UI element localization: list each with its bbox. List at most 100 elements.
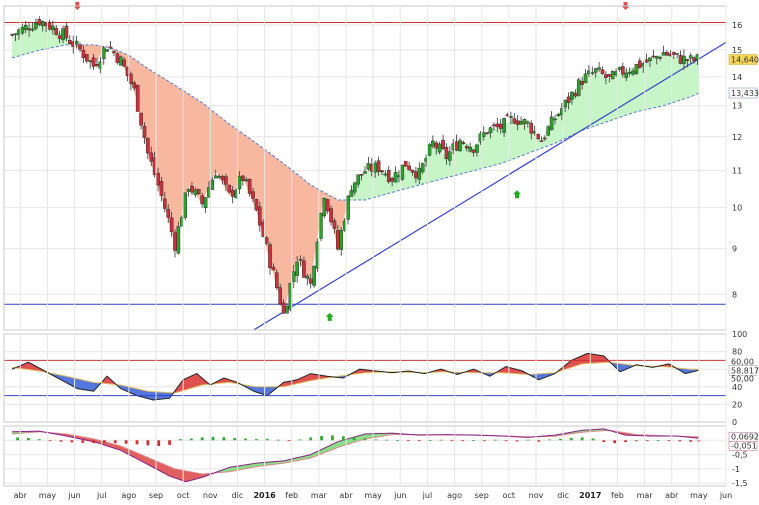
- macd-histogram-bar: [667, 440, 671, 442]
- candle-up: [627, 71, 632, 74]
- candle-down: [359, 174, 364, 176]
- macd-histogram-bar: [352, 437, 356, 441]
- x-tick-label: jun: [67, 491, 80, 500]
- candle-down: [403, 160, 408, 167]
- candle-down: [512, 118, 517, 124]
- candle-down: [380, 170, 384, 173]
- candle-down: [149, 152, 154, 162]
- candle-down: [251, 191, 255, 199]
- candle-up: [203, 197, 208, 208]
- candle-up: [393, 172, 398, 183]
- price-tick-label: 16: [732, 21, 742, 30]
- candle-down: [543, 137, 547, 140]
- candle-up: [176, 226, 181, 254]
- candle-up: [502, 118, 506, 133]
- candle-down: [196, 189, 201, 194]
- buy-signal-arrow: [513, 190, 521, 199]
- candle-down: [241, 175, 245, 182]
- candle-up: [34, 22, 38, 29]
- macd-histogram-bar: [624, 440, 627, 442]
- candle-up: [366, 163, 371, 170]
- x-tick-label: 2016: [253, 491, 276, 500]
- macd-histogram-bar: [276, 439, 280, 441]
- candle-down: [434, 142, 439, 149]
- candle-up: [688, 55, 693, 59]
- candle-down: [329, 208, 333, 223]
- candle-up: [556, 113, 561, 116]
- candle-up: [590, 72, 595, 74]
- candle-up: [546, 126, 551, 136]
- macd-histogram-bar: [135, 440, 139, 445]
- macd-histogram-bar: [233, 438, 237, 441]
- candle-up: [210, 179, 215, 190]
- candle-up: [458, 140, 462, 152]
- candle-down: [407, 165, 411, 171]
- macd-histogram-bar: [146, 440, 150, 446]
- macd-histogram-bar: [678, 440, 682, 442]
- candle-down: [108, 46, 113, 49]
- candle-down: [685, 59, 690, 62]
- candle-up: [624, 72, 629, 78]
- x-tick-label: sep: [149, 491, 163, 500]
- osc-fill-below: [482, 371, 498, 376]
- x-tick-label: mar: [311, 491, 328, 500]
- osc-fill-below: [529, 370, 559, 380]
- candle-down: [644, 59, 649, 63]
- macd-histogram-bar: [580, 437, 584, 441]
- candle-down: [461, 142, 466, 144]
- candle-down: [332, 220, 337, 229]
- macd-histogram-bar: [504, 440, 508, 442]
- price-tick-label: 11: [732, 167, 742, 176]
- macd-histogram-bar: [113, 440, 117, 444]
- candle-up: [237, 176, 242, 190]
- candle-up: [20, 26, 25, 34]
- candle-down: [129, 73, 133, 85]
- macd-histogram-bar: [179, 439, 182, 441]
- candle-up: [285, 305, 289, 314]
- x-tick-label: ago: [121, 491, 136, 500]
- price-tick-label: 9: [732, 245, 737, 254]
- candle-down: [651, 55, 656, 58]
- candle-up: [118, 56, 123, 66]
- candle-down: [607, 74, 612, 77]
- candle-up: [339, 229, 344, 250]
- macd-fill-above: [538, 428, 611, 437]
- candle-up: [312, 266, 316, 286]
- x-tick-label: mar: [637, 491, 654, 500]
- candle-down: [604, 74, 608, 78]
- osc-fill-below: [48, 372, 103, 392]
- candle-down: [115, 53, 120, 63]
- macd-signal-badge: [728, 441, 758, 451]
- candle-down: [166, 209, 171, 218]
- macd-histogram-bar: [211, 436, 215, 441]
- macd-histogram-bar: [569, 438, 573, 441]
- candle-up: [305, 275, 310, 279]
- candle-up: [437, 143, 442, 153]
- candle-up: [13, 33, 18, 36]
- candle-up: [610, 70, 615, 80]
- x-tick-label: sep: [475, 491, 489, 500]
- macd-histogram-bar: [526, 439, 530, 441]
- candle-up: [648, 57, 652, 62]
- x-tick-label: abr: [665, 491, 679, 500]
- macd-histogram-bar: [472, 440, 475, 441]
- macd-histogram-bar: [407, 440, 410, 442]
- macd-pane: -1,5-1-0,500,0692-0,051: [3, 425, 759, 488]
- candle-up: [475, 144, 479, 153]
- candle-up: [186, 189, 191, 192]
- candle-up: [417, 167, 422, 180]
- price-ma-fill-above: [107, 45, 112, 50]
- macd-histogram-bar: [450, 440, 454, 442]
- candle-down: [84, 54, 89, 62]
- candle-down: [515, 120, 520, 125]
- candle-down: [573, 93, 578, 97]
- macd-tick-label: -0,5: [732, 451, 748, 460]
- candle-down: [271, 266, 276, 271]
- candle-down: [268, 244, 272, 269]
- candle-down: [227, 184, 232, 193]
- candle-down: [638, 60, 642, 68]
- x-tick-label: jun: [393, 491, 406, 500]
- candle-down: [665, 51, 669, 56]
- macd-histogram-bar: [189, 438, 193, 441]
- macd-histogram-bar: [287, 440, 291, 442]
